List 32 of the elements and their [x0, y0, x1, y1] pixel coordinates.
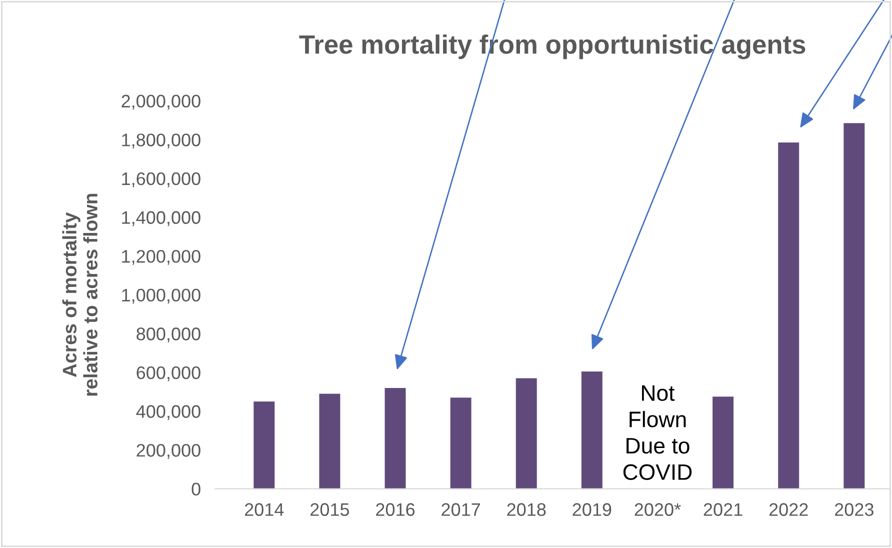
x-tick-label: 2020* — [634, 503, 681, 516]
x-tick-label: 2019 — [572, 503, 612, 516]
y-tick-label: 1,200,000 — [122, 250, 200, 265]
bar — [516, 378, 537, 489]
x-tick-label: 2015 — [310, 503, 350, 516]
bar — [778, 142, 800, 489]
x-tick-label: 2018 — [507, 503, 546, 516]
y-tick-label: 600,000 — [136, 366, 200, 382]
y-tick-label: 1,800,000 — [122, 134, 200, 148]
bar — [384, 388, 406, 489]
annotation: Not Flown Due to COVID — [623, 385, 692, 480]
bar — [254, 402, 275, 489]
x-tick-label: 2022 — [769, 503, 808, 516]
y-tick-label: 200,000 — [136, 444, 200, 459]
y-tick-label: 800,000 — [136, 328, 200, 342]
y-tick-label: 400,000 — [136, 405, 200, 420]
y-tick-label: 0 — [192, 482, 200, 496]
bar — [844, 123, 865, 489]
y-tick-label: 2,000,000 — [122, 94, 200, 110]
y-tick-label: 1,400,000 — [122, 211, 200, 226]
bar — [450, 398, 472, 489]
x-tick-label: 2016 — [376, 503, 415, 516]
x-tick-label: 2017 — [442, 503, 480, 516]
bar — [581, 371, 602, 489]
y-axis-title: Acres of mortality relative to acres flown — [62, 194, 98, 396]
x-tick-label: 2021 — [704, 503, 742, 516]
x-tick-label: 2014 — [244, 503, 284, 516]
x-tick-label: 2023 — [834, 503, 874, 516]
y-tick-label: 1,600,000 — [122, 172, 200, 188]
bar — [319, 394, 340, 489]
bar — [712, 396, 734, 489]
y-tick-label: 1,000,000 — [122, 288, 200, 304]
